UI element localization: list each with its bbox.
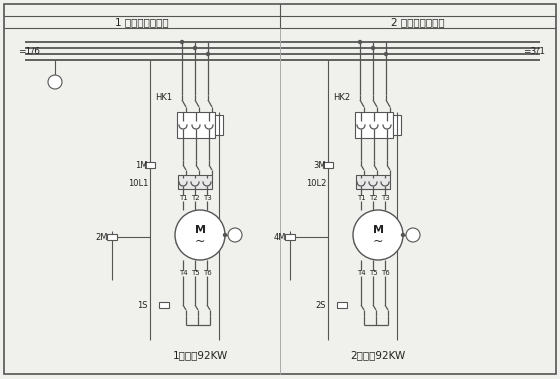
- Circle shape: [180, 41, 184, 44]
- Circle shape: [385, 53, 388, 55]
- Bar: [355, 112, 393, 138]
- Text: ~: ~: [195, 235, 206, 247]
- Circle shape: [194, 47, 197, 50]
- Text: =1/6: =1/6: [18, 47, 40, 55]
- Text: ~: ~: [373, 235, 383, 247]
- Circle shape: [48, 75, 62, 89]
- Bar: [178, 175, 212, 189]
- Text: M: M: [194, 225, 206, 235]
- Text: T5: T5: [368, 270, 377, 276]
- Text: 2 号压缩机主电路: 2 号压缩机主电路: [391, 17, 445, 27]
- Text: T3: T3: [203, 195, 211, 201]
- Text: HK1: HK1: [155, 92, 172, 102]
- Text: T3: T3: [381, 195, 389, 201]
- Circle shape: [406, 228, 420, 242]
- Circle shape: [353, 210, 403, 260]
- Text: 10L2: 10L2: [306, 179, 326, 188]
- Text: 1号制冷92KW: 1号制冷92KW: [172, 350, 227, 360]
- Circle shape: [207, 53, 209, 55]
- Text: 1 号压缩机主电路: 1 号压缩机主电路: [115, 17, 169, 27]
- Circle shape: [402, 233, 404, 236]
- Circle shape: [223, 233, 226, 236]
- Text: 10L1: 10L1: [128, 179, 148, 188]
- Text: T2: T2: [368, 195, 377, 201]
- Circle shape: [358, 41, 362, 44]
- Bar: [393, 115, 401, 135]
- Text: =3/1: =3/1: [523, 47, 545, 55]
- Bar: [107, 234, 117, 240]
- Text: T1: T1: [179, 195, 188, 201]
- Bar: [215, 115, 223, 135]
- Text: T6: T6: [381, 270, 389, 276]
- Bar: [356, 175, 390, 189]
- Text: T2: T2: [191, 195, 199, 201]
- Text: T4: T4: [179, 270, 187, 276]
- Text: T4: T4: [357, 270, 365, 276]
- Text: HK2: HK2: [333, 92, 350, 102]
- Bar: [145, 162, 155, 168]
- Text: 2S: 2S: [315, 301, 326, 310]
- Text: T1: T1: [357, 195, 365, 201]
- Text: M: M: [372, 225, 384, 235]
- Circle shape: [228, 228, 242, 242]
- Text: 3M: 3M: [314, 160, 326, 169]
- Bar: [177, 112, 215, 138]
- Bar: [323, 162, 333, 168]
- Text: T6: T6: [203, 270, 211, 276]
- Text: 4M: 4M: [273, 232, 286, 241]
- Text: 1S: 1S: [138, 301, 148, 310]
- Text: T5: T5: [191, 270, 199, 276]
- Bar: [159, 302, 169, 308]
- Text: 2M: 2M: [96, 232, 108, 241]
- Circle shape: [175, 210, 225, 260]
- Text: 1M: 1M: [136, 160, 148, 169]
- Circle shape: [371, 47, 375, 50]
- Bar: [337, 302, 347, 308]
- Text: 2号制冷92KW: 2号制冷92KW: [351, 350, 405, 360]
- Bar: [285, 234, 295, 240]
